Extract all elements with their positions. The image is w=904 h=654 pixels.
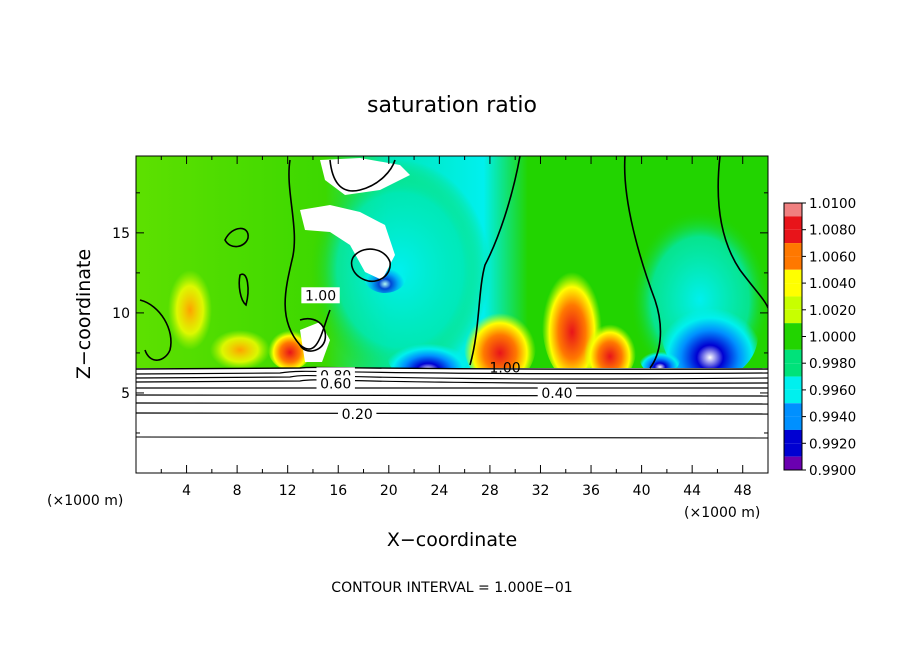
- colorbar-label: 0.9980: [809, 356, 856, 372]
- colorbar-swatch: [784, 309, 802, 324]
- colorbar-label: 1.0060: [809, 249, 856, 265]
- colorbar-swatch: [784, 203, 802, 217]
- colorbar-label: 0.9900: [809, 463, 856, 479]
- contour-label: 0.60: [320, 376, 351, 392]
- contour-line: [350, 248, 391, 282]
- colorbar-swatch: [784, 349, 802, 364]
- white-patch: [320, 158, 410, 195]
- colorbar-label: 0.9920: [809, 436, 856, 452]
- plot-area: [136, 156, 768, 473]
- colorbar-swatch: [784, 363, 802, 377]
- lower-white-region: [136, 368, 768, 473]
- colorbar-swatch: [784, 336, 802, 350]
- colorbar-label: 1.0080: [809, 223, 856, 239]
- contour-line: [139, 299, 172, 361]
- contour-line: [136, 379, 768, 384]
- colorbar-swatch: [784, 229, 802, 244]
- x-tick-label: 24: [430, 483, 448, 499]
- contour-line: [469, 156, 521, 366]
- x-tick-label: 20: [380, 483, 398, 499]
- contour-label: 0.40: [541, 386, 572, 402]
- x-tick-label: 12: [279, 483, 297, 499]
- contour-line: [284, 159, 331, 350]
- y-axis: 5 10 15: [112, 192, 768, 434]
- contour-label-background: [301, 287, 340, 304]
- contour-label: 1.00: [490, 360, 521, 376]
- colorbar-swatch: [784, 443, 802, 457]
- warm-region: [168, 270, 212, 350]
- colorbar-label: 1.0000: [809, 330, 856, 346]
- colorbar-swatch: [784, 256, 802, 270]
- contour-labels: 1.001.000.800.600.400.20: [301, 287, 577, 423]
- x-tick-label: 16: [329, 483, 347, 499]
- contour-line: [136, 402, 768, 405]
- contour-interval-note: CONTOUR INTERVAL = 1.000E−01: [331, 580, 572, 596]
- contour-label: 1.00: [305, 288, 336, 304]
- colorbar-swatch: [784, 403, 802, 417]
- colorbar-label: 0.9940: [809, 410, 856, 426]
- x-tick-label: 32: [532, 483, 550, 499]
- white-patch: [300, 205, 395, 280]
- x-tick-label: 28: [481, 483, 499, 499]
- warm-region: [584, 318, 636, 382]
- contour-line: [136, 436, 768, 439]
- colorbar-swatch: [784, 429, 802, 444]
- contour-line: [224, 227, 249, 248]
- y-tick-label: 10: [112, 306, 130, 322]
- colorbar-label: 1.0020: [809, 303, 856, 319]
- contour-line: [136, 374, 768, 380]
- contour-label: 0.20: [342, 407, 373, 423]
- chart-title: saturation ratio: [367, 93, 537, 118]
- contour-line: [136, 412, 768, 415]
- contour-line: [136, 366, 768, 370]
- contour-line: [623, 156, 662, 369]
- colorbar-swatch: [784, 456, 802, 470]
- colorbar-label: 1.0100: [809, 196, 856, 212]
- y-tick-label: 5: [121, 386, 130, 402]
- cold-region: [662, 290, 758, 380]
- x-axis: 4 8 12 16 20 24 28 32 36 40 44 48: [160, 156, 752, 499]
- contour-line: [136, 394, 768, 397]
- colorbar-swatch: [784, 283, 802, 297]
- contour-line: [329, 159, 396, 192]
- colorbar-label: 1.0040: [809, 276, 856, 292]
- contour-line: [238, 273, 249, 307]
- contour-line: [717, 156, 768, 309]
- colorbar-swatch: [784, 376, 802, 390]
- contour-label-background: [338, 405, 377, 422]
- x-unit-left: (×1000 m): [47, 493, 123, 509]
- colorbar-swatch: [784, 323, 802, 337]
- colorbar-swatch: [784, 216, 802, 230]
- colorbar-swatch: [784, 416, 802, 430]
- x-tick-label: 48: [734, 483, 752, 499]
- colorbar-swatch: [784, 389, 802, 404]
- colorbar-swatch: [784, 243, 802, 257]
- x-tick-label: 8: [233, 483, 242, 499]
- warm-region: [268, 326, 312, 370]
- x-tick-label: 40: [633, 483, 651, 499]
- contour-line: [299, 318, 327, 352]
- contour-label-background: [537, 384, 577, 401]
- x-tick-label: 44: [683, 483, 701, 499]
- colorbar: 1.0100 1.0080 1.0060 1.0040 1.0020 1.0000 0.99…: [783, 196, 856, 479]
- contour-label-background: [316, 375, 355, 392]
- x-unit-right: (×1000 m): [684, 505, 760, 521]
- colorbar-label: 0.9960: [809, 383, 856, 399]
- warm-region: [210, 330, 270, 370]
- y-tick-label: 15: [112, 226, 130, 242]
- warm-region: [464, 305, 536, 385]
- y-axis-label: Z−coordinate: [73, 249, 95, 379]
- plot-frame: [135, 155, 769, 474]
- colorbar-swatch: [784, 269, 802, 284]
- colorbar-swatch: [784, 296, 802, 310]
- x-axis-label: X−coordinate: [387, 529, 517, 551]
- x-tick-label: 36: [582, 483, 600, 499]
- contour-line: [136, 370, 768, 375]
- x-tick-label: 4: [182, 483, 191, 499]
